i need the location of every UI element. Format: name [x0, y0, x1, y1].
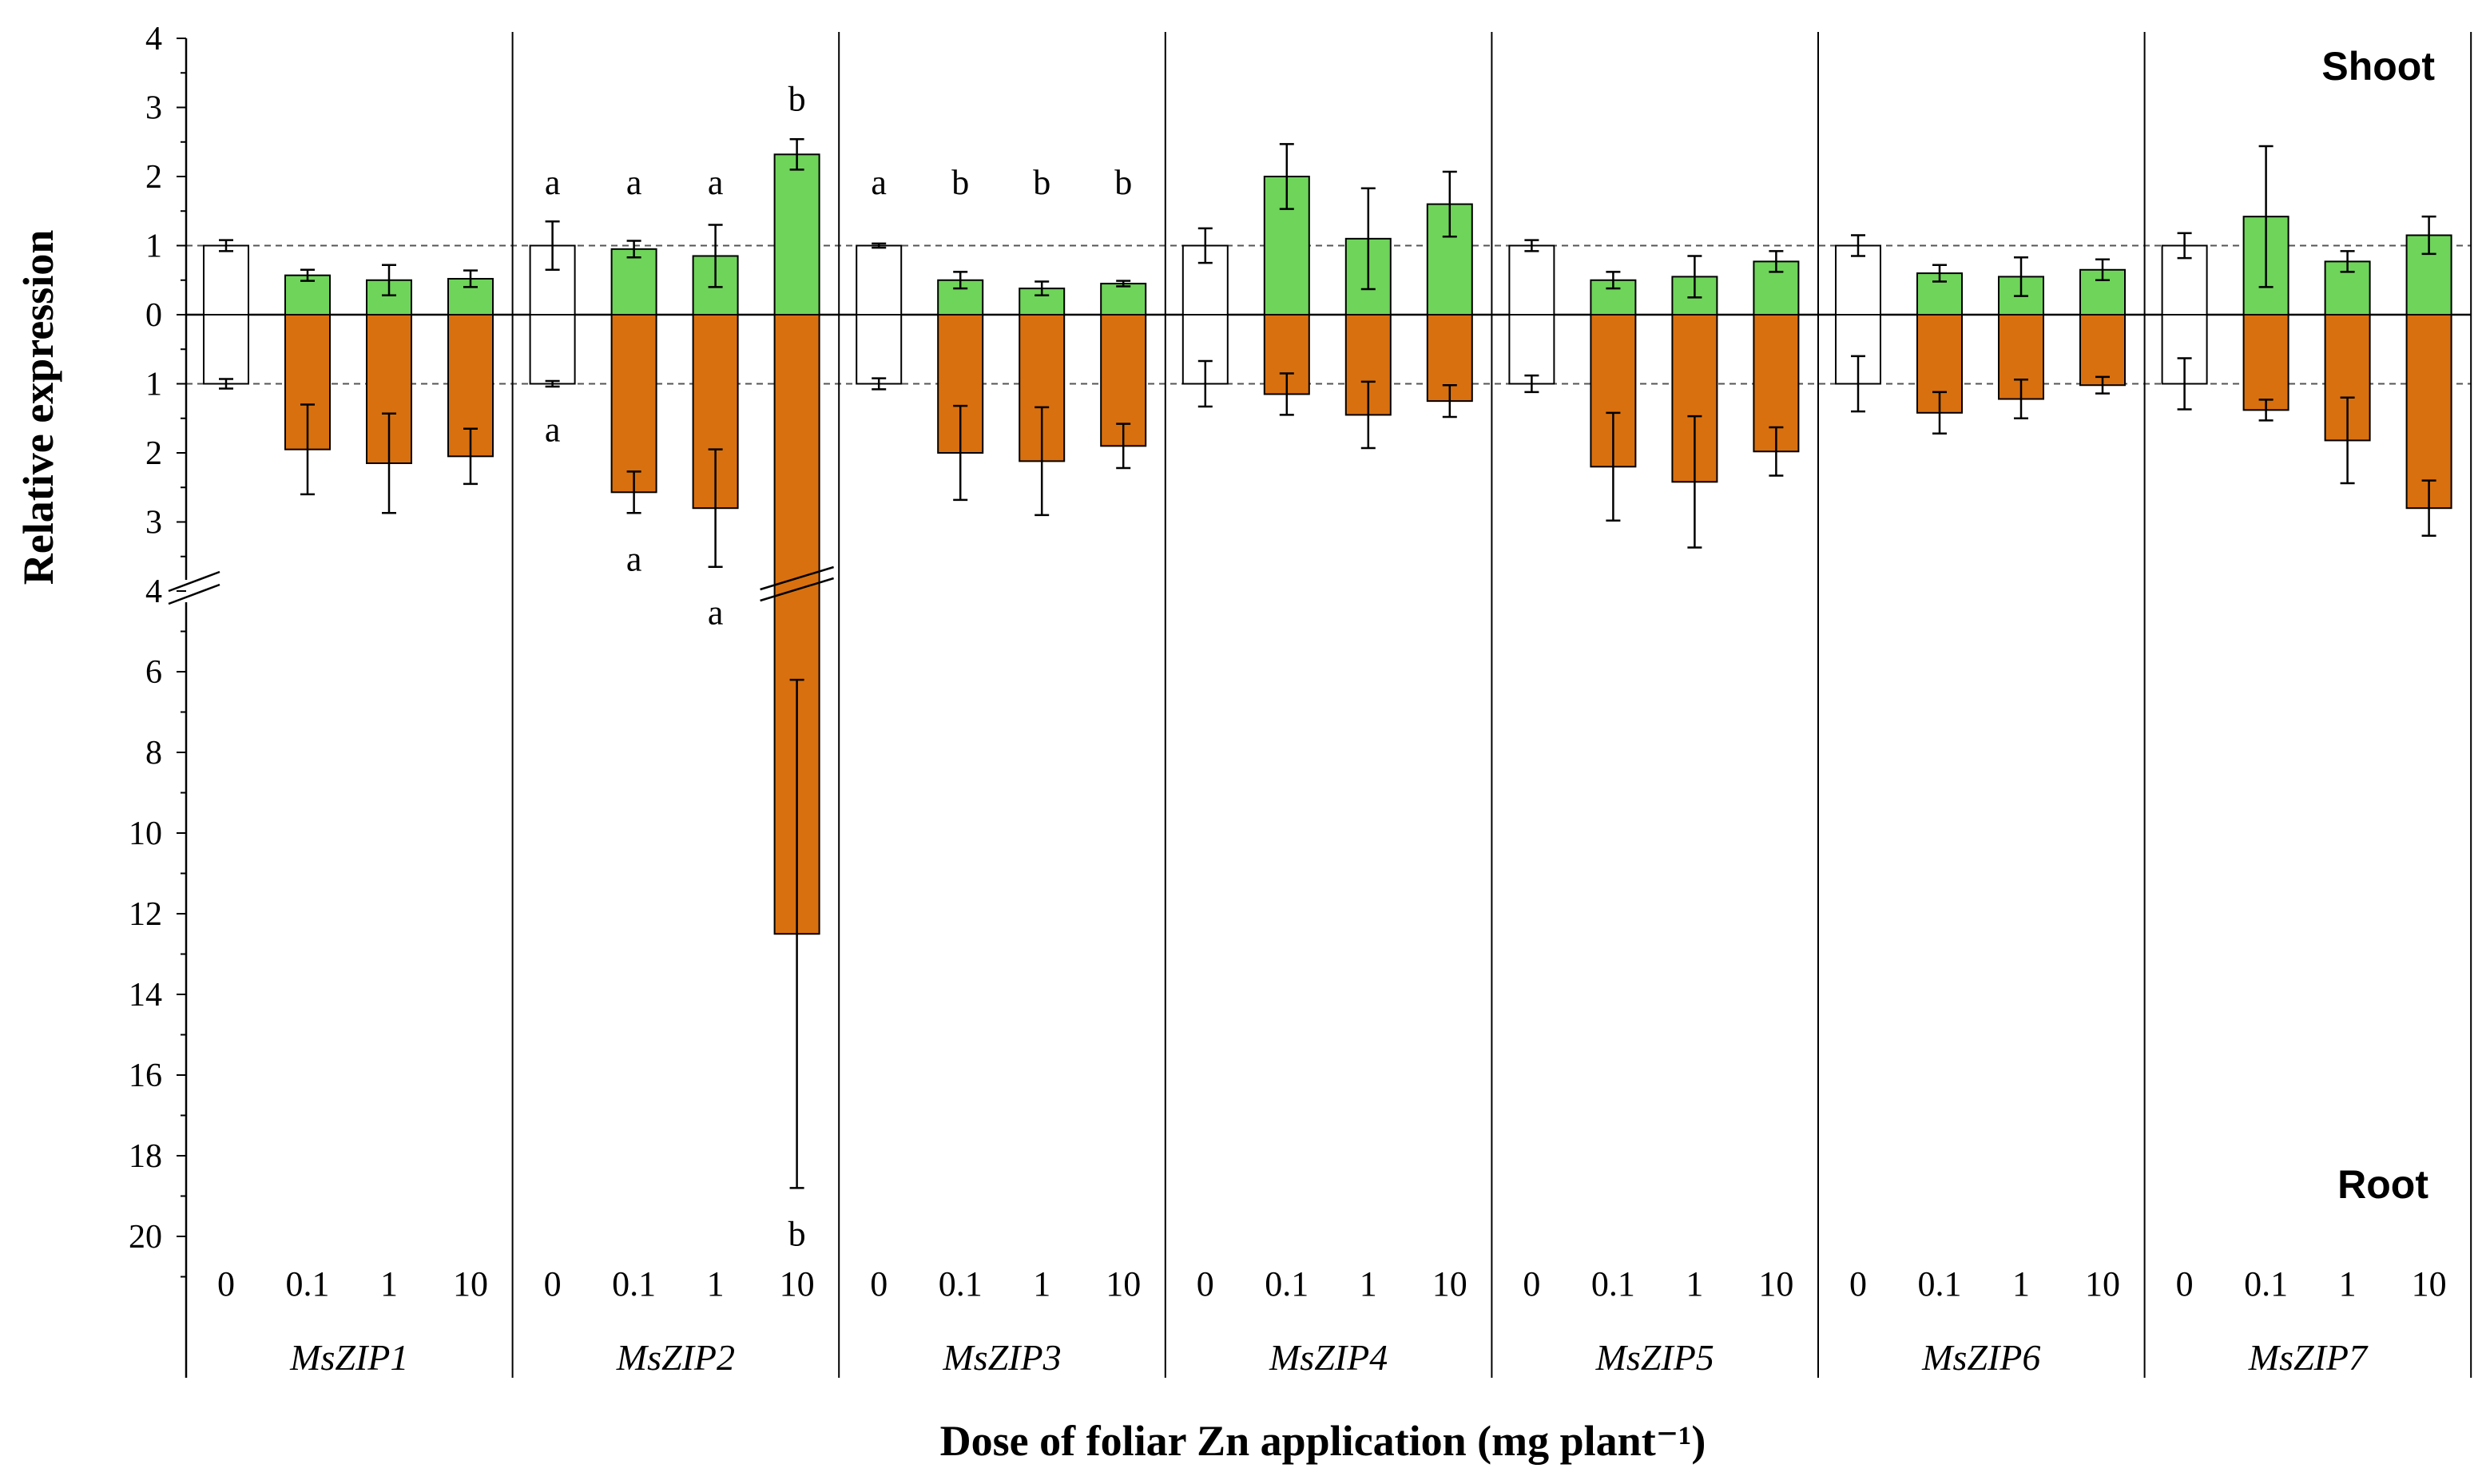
- gene-label: MsZIP3: [942, 1337, 1061, 1378]
- root-bar: [203, 314, 249, 385]
- root-bar: [856, 314, 903, 385]
- dose-label: 0: [1849, 1264, 1867, 1303]
- dose-label: 0: [217, 1264, 235, 1303]
- dose-label: 1: [2012, 1264, 2030, 1303]
- error-bars: [219, 138, 2436, 1189]
- dose-label: 1: [1686, 1264, 1703, 1303]
- bar-break-mark: [760, 577, 834, 602]
- root-panel-label: Root: [2337, 1162, 2428, 1207]
- gene-label: MsZIP1: [289, 1337, 408, 1378]
- root-bar: [1508, 314, 1555, 385]
- bars: [203, 153, 2452, 935]
- dose-label: 0.1: [939, 1264, 983, 1303]
- dose-label: 0: [2176, 1264, 2194, 1303]
- dose-label: 0: [1197, 1264, 1214, 1303]
- significance-letter: b: [951, 163, 969, 202]
- dose-label: 0: [870, 1264, 888, 1303]
- dose-label: 10: [1432, 1264, 1467, 1303]
- root-bar: [2242, 314, 2289, 411]
- dose-label: 10: [2085, 1264, 2120, 1303]
- significance-letter: a: [545, 411, 561, 450]
- y-axis: [168, 32, 2472, 1378]
- shoot-bar: [773, 153, 820, 315]
- dose-label: 0.1: [286, 1264, 330, 1303]
- bar-break-mark: [760, 565, 834, 591]
- shoot-panel-label: Shoot: [2321, 44, 2435, 89]
- dose-label: 10: [2412, 1264, 2447, 1303]
- y-tick-label: 1: [145, 228, 162, 265]
- shoot-bar: [610, 248, 657, 316]
- dose-label: 0.1: [612, 1264, 656, 1303]
- reference-lines: [186, 244, 2472, 385]
- x-axis-label: Dose of foliar Zn application (mg plant⁻…: [940, 1417, 1706, 1465]
- axis-break-mark: [168, 570, 220, 593]
- y-tick-label: 10: [129, 815, 162, 852]
- significance-letter: a: [871, 163, 887, 202]
- y-tick-label: 14: [129, 977, 162, 1014]
- y-axis-label: Relative expression: [14, 230, 62, 585]
- axis-break-mark: [168, 583, 220, 605]
- y-tick-label: 3: [145, 90, 162, 127]
- gene-label: MsZIP6: [1921, 1337, 2040, 1378]
- root-bar: [610, 314, 657, 494]
- dose-label: 0.1: [1265, 1264, 1309, 1303]
- shoot-bar: [366, 279, 412, 315]
- shoot-bar: [1100, 283, 1147, 316]
- dose-label: 0: [544, 1264, 562, 1303]
- gene-label: MsZIP2: [616, 1337, 735, 1378]
- y-tick-label: 3: [145, 505, 162, 542]
- y-tick-label: 12: [129, 896, 162, 933]
- significance-letter: b: [788, 79, 806, 118]
- significance-letter: a: [708, 163, 724, 202]
- significance-letter: a: [708, 593, 724, 633]
- gene-label: MsZIP5: [1595, 1337, 1714, 1378]
- y-tick-label: 6: [145, 654, 162, 691]
- y-tick-label: 4: [145, 21, 162, 58]
- y-tick-label: 2: [145, 435, 162, 472]
- root-bar: [529, 314, 576, 385]
- gene-label: MsZIP4: [1269, 1337, 1388, 1378]
- shoot-bar: [1508, 244, 1555, 315]
- y-tick-label: 18: [129, 1138, 162, 1175]
- y-tick-label: 20: [129, 1219, 162, 1256]
- shoot-bar: [203, 244, 249, 315]
- y-tick-label: 1: [145, 367, 162, 403]
- dose-label: 1: [2339, 1264, 2357, 1303]
- dose-label: 10: [453, 1264, 488, 1303]
- dose-label: 0.1: [1918, 1264, 1962, 1303]
- significance-letter: b: [1114, 163, 1132, 202]
- dose-label: 1: [707, 1264, 725, 1303]
- dose-label: 0.1: [2244, 1264, 2288, 1303]
- significance-letter: a: [545, 163, 561, 202]
- dose-label: 1: [1360, 1264, 1377, 1303]
- dose-label: 10: [780, 1264, 815, 1303]
- y-tick-label: 8: [145, 735, 162, 772]
- y-tick-label: 2: [145, 159, 162, 196]
- significance-letter: a: [626, 163, 642, 202]
- significance-letter: b: [1033, 163, 1050, 202]
- dose-label: 1: [1033, 1264, 1050, 1303]
- gene-label: MsZIP7: [2248, 1337, 2369, 1378]
- dose-label: 0.1: [1591, 1264, 1635, 1303]
- y-tick-label: 4: [145, 573, 162, 610]
- root-bar: [2079, 314, 2126, 387]
- dose-label: 0: [1523, 1264, 1540, 1303]
- shoot-bar: [856, 244, 903, 315]
- dose-label: 10: [1106, 1264, 1141, 1303]
- y-tick-label: 0: [145, 297, 162, 334]
- root-bar: [2405, 314, 2452, 510]
- dose-label: 10: [1758, 1264, 1793, 1303]
- significance-letter: b: [788, 1214, 806, 1253]
- significance-letter: a: [626, 539, 642, 578]
- y-tick-label: 16: [129, 1057, 162, 1094]
- dose-label: 1: [380, 1264, 398, 1303]
